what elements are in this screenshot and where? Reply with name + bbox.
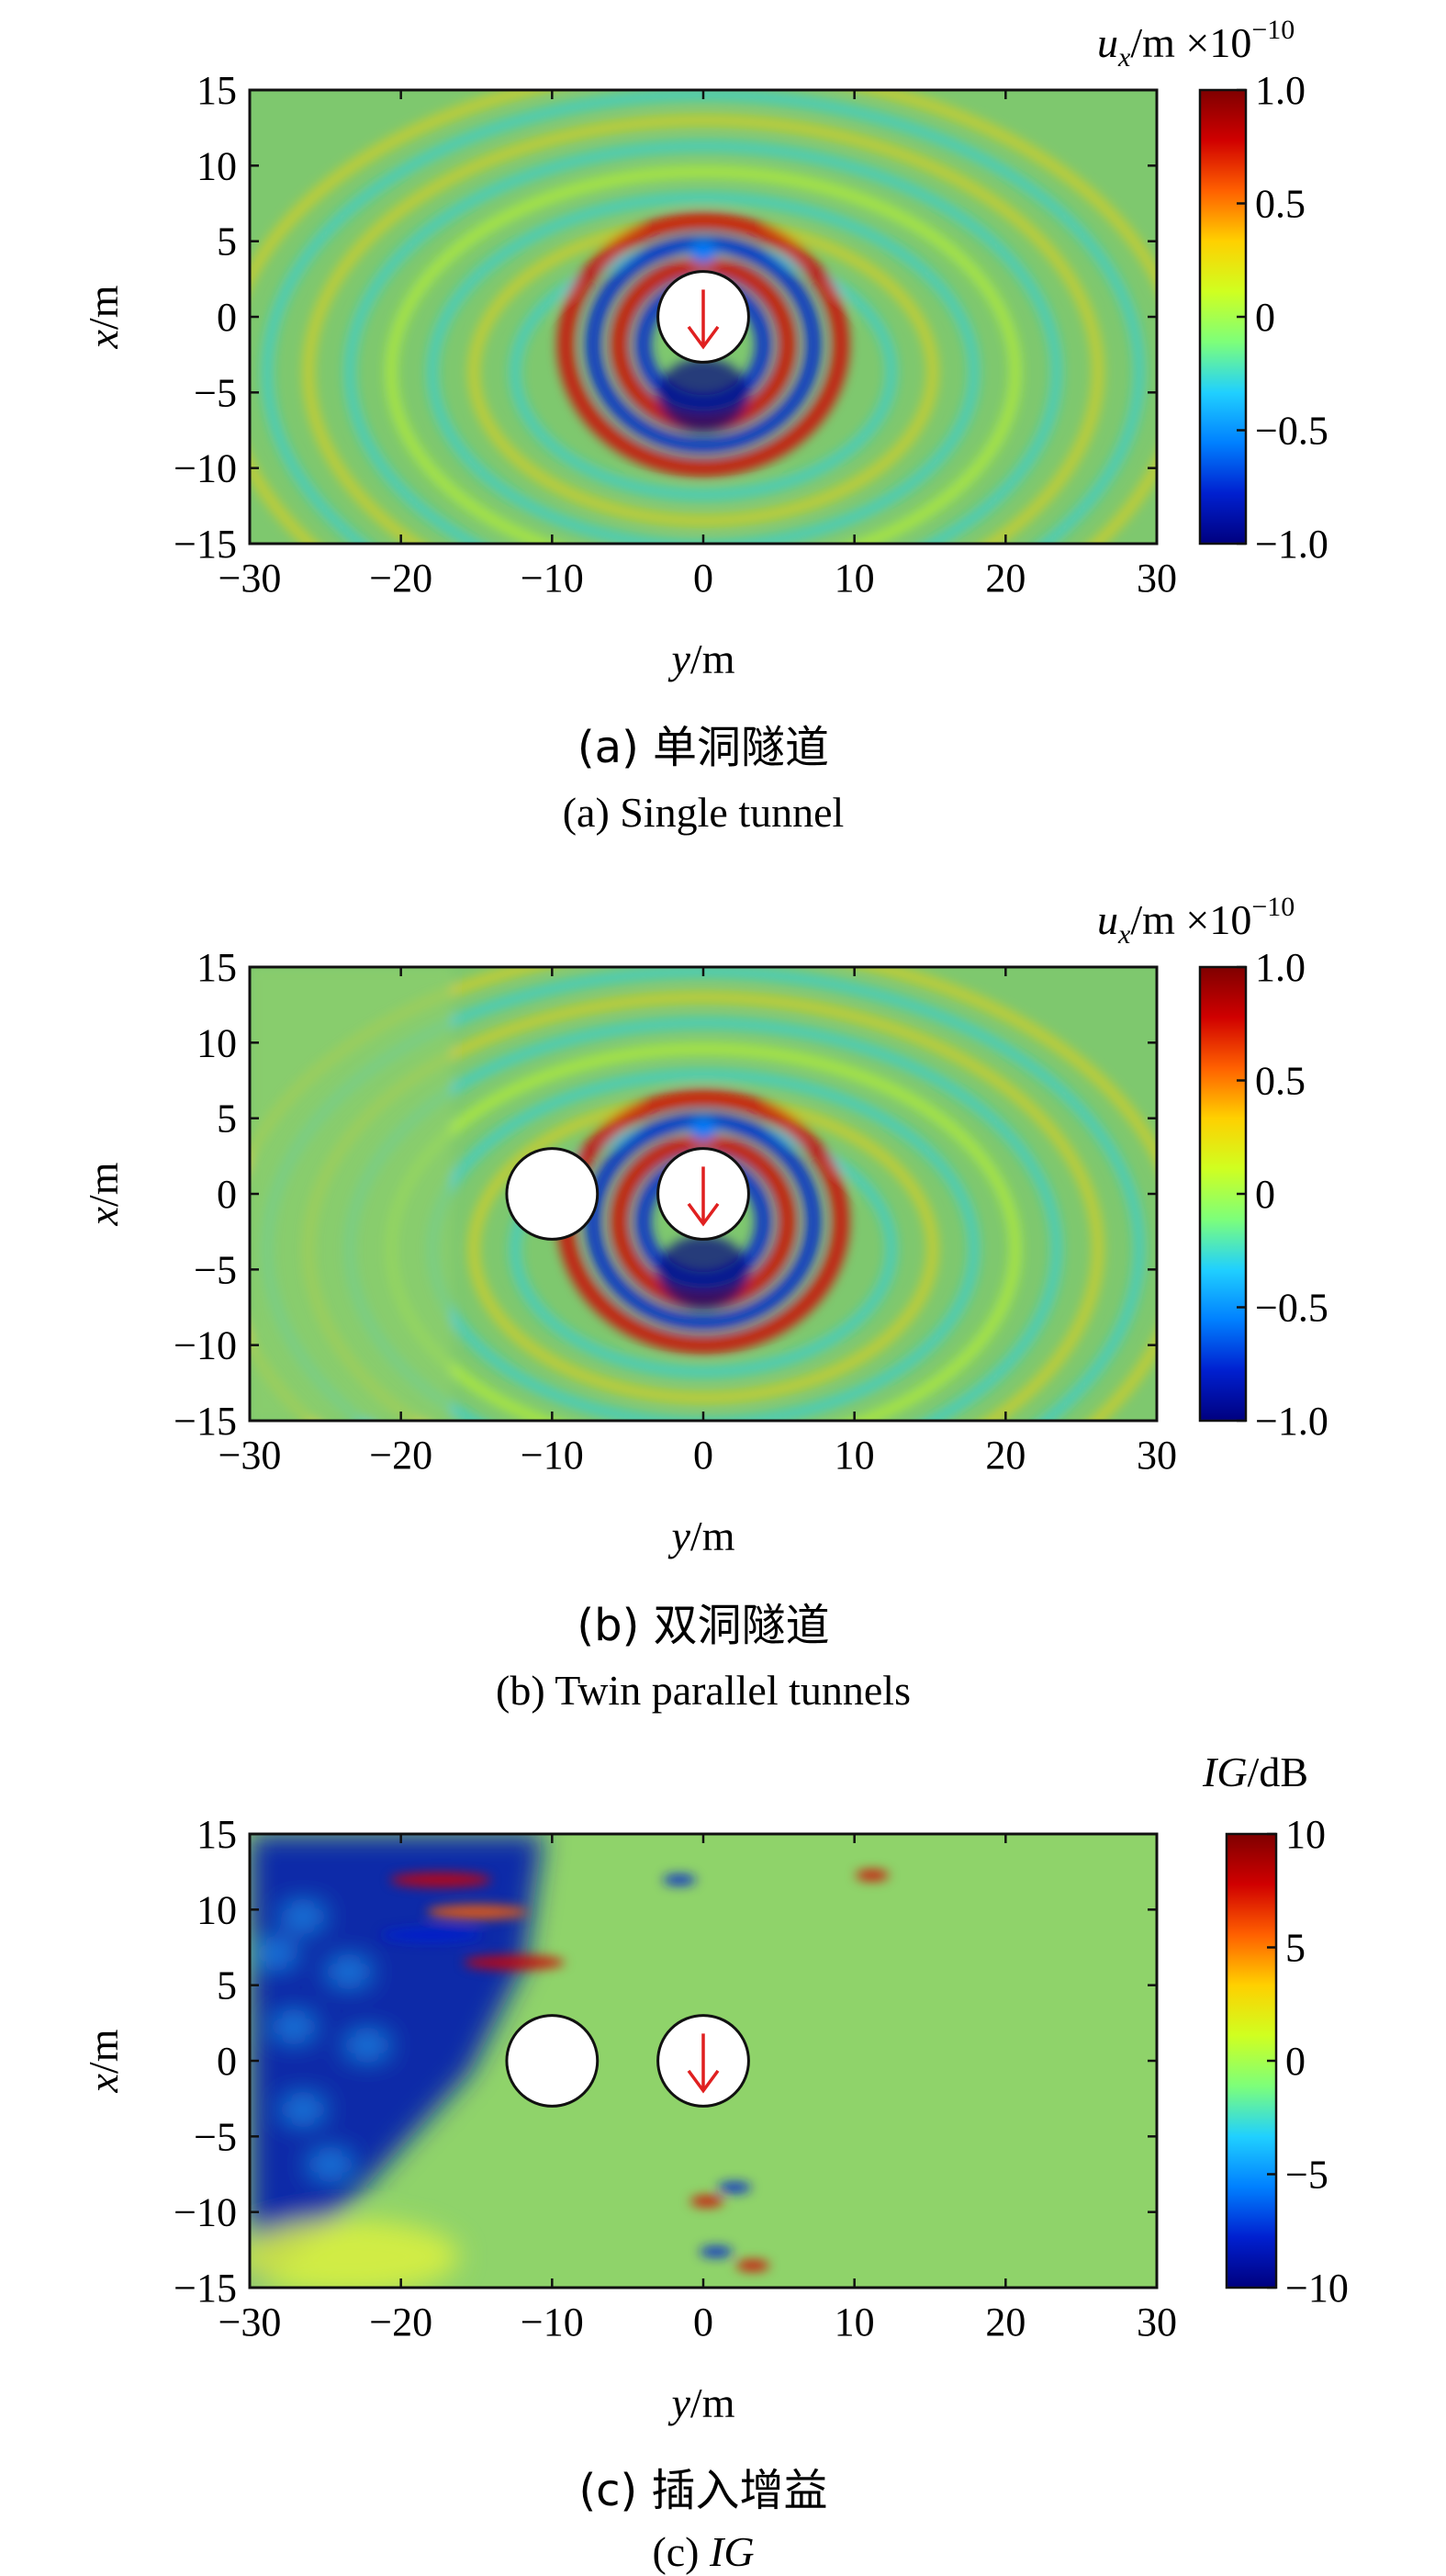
x-tick-label: −10 (521, 2300, 584, 2345)
y-tick-label: −15 (174, 2266, 237, 2311)
y-tick-label: −5 (194, 1247, 237, 1292)
tunnel-circle (505, 2014, 600, 2108)
x-tick-label: −20 (369, 1433, 432, 1478)
colorbar-a: 1.0 0.5 0 −0.5 −1.0 (1198, 68, 1328, 567)
caption-en-a: (a) Single tunnel (563, 789, 845, 836)
colorbar-tick-label: −1.0 (1255, 522, 1328, 567)
x-tick-label: 30 (1137, 556, 1177, 601)
colorbar-tick-label: 1.0 (1255, 68, 1306, 113)
colorbar-tick-label: 10 (1285, 1812, 1326, 1857)
colorbar-label-a: ux/m ×10−10 (1097, 15, 1295, 73)
x-tick-label: 30 (1137, 1433, 1177, 1478)
colorbar-tick-label: 0 (1285, 2039, 1306, 2084)
y-tick-label: 15 (196, 945, 237, 990)
caption-cn-b: (b) 双洞隧道 (577, 1600, 829, 1651)
axis-ticks-a: −30 −20 −10 0 10 20 30 15 10 5 0 −5 −10 −15 (174, 68, 1177, 601)
y-tick-label: 0 (217, 1172, 237, 1217)
x-tick-label: −20 (369, 556, 432, 601)
x-tick-label: −10 (521, 1433, 584, 1478)
caption-en-b: (b) Twin parallel tunnels (496, 1667, 911, 1714)
y-axis-label-c: x/m (80, 2029, 127, 2093)
tunnels-b (505, 1147, 750, 1241)
colorbar-tick-label: 0.5 (1255, 182, 1306, 227)
x-axis-label-a: y/m (668, 636, 735, 682)
load-arrowhead (687, 2069, 720, 2094)
y-tick-label: −10 (174, 2190, 237, 2235)
x-tick-label: 0 (693, 1433, 713, 1478)
y-tick-label: −5 (194, 370, 237, 415)
wave-rings-a (250, 90, 1157, 544)
x-tick-label: 20 (985, 556, 1026, 601)
wave-rings-b (250, 967, 1157, 1421)
panel-c: −30 −20 −10 0 10 20 30 15 10 5 0 −5 −10 −15 10 5 0 −5 −10… (80, 1749, 1349, 2575)
x-tick-label: 10 (835, 1433, 875, 1478)
x-tick-label: 10 (835, 556, 875, 601)
y-tick-label: −15 (174, 522, 237, 567)
y-tick-label: 10 (196, 143, 237, 188)
x-tick-label: −30 (219, 556, 282, 601)
x-tick-label: 30 (1137, 2300, 1177, 2345)
tunnels-a (656, 270, 750, 364)
tunnel-circle (505, 1147, 600, 1241)
colorbar-c: 10 5 0 −5 −10 (1225, 1812, 1349, 2311)
y-tick-label: 15 (196, 68, 237, 113)
x-tick-label: 20 (985, 2300, 1026, 2345)
y-tick-label: 0 (217, 2039, 237, 2084)
x-tick-label: −30 (219, 2300, 282, 2345)
panel-a: −30 −20 −10 0 10 20 30 15 10 5 0 −5 −10 −15 1.0 0.5 0 −0… (80, 15, 1328, 836)
colorbar-tick-label: 1.0 (1255, 945, 1306, 990)
y-tick-label: 5 (217, 219, 237, 264)
x-tick-label: −20 (369, 2300, 432, 2345)
colorbar-tick-label: −0.5 (1255, 1286, 1328, 1331)
heatmap-a (250, 90, 1157, 544)
colorbar-tick-label: −1.0 (1255, 1399, 1328, 1444)
load-arrowhead (687, 325, 720, 350)
insertion-gain-field (250, 1834, 889, 2288)
y-tick-label: 0 (217, 295, 237, 340)
colorbar-tick-label: 0 (1255, 295, 1275, 340)
caption-cn-a: (a) 单洞隧道 (577, 722, 829, 773)
tunnels-c (505, 2014, 750, 2108)
y-axis-label-a: x/m (80, 285, 127, 349)
y-tick-label: 5 (217, 1963, 237, 2008)
y-tick-label: 15 (196, 1812, 237, 1857)
panel-b: −30 −20 −10 0 10 20 30 15 10 5 0 −5 −10 −15 1.0 0.5 0 −0… (80, 892, 1328, 1714)
axis-ticks-c: −30 −20 −10 0 10 20 30 15 10 5 0 −5 −10 −15 (174, 1812, 1177, 2345)
x-axis-label-c: y/m (668, 2379, 735, 2426)
x-axis-label-b: y/m (668, 1513, 735, 1559)
x-tick-label: −10 (521, 556, 584, 601)
y-tick-label: 10 (196, 1020, 237, 1065)
colorbar-label-b: ux/m ×10−10 (1097, 892, 1295, 950)
x-tick-label: 10 (835, 2300, 875, 2345)
colorbar-tick-label: −10 (1285, 2266, 1349, 2311)
x-tick-label: −30 (219, 1433, 282, 1478)
colorbar-tick-label: 0 (1255, 1172, 1275, 1217)
y-tick-label: −5 (194, 2114, 237, 2159)
y-tick-label: 10 (196, 1887, 237, 1932)
colorbar-label-c: IG/dB (1202, 1749, 1308, 1795)
x-tick-label: 0 (693, 2300, 713, 2345)
y-tick-label: −10 (174, 446, 237, 491)
axis-ticks-b: −30 −20 −10 0 10 20 30 15 10 5 0 −5 −10 −15 (174, 945, 1177, 1478)
y-tick-label: −10 (174, 1323, 237, 1368)
y-tick-label: −15 (174, 1399, 237, 1444)
y-tick-label: 5 (217, 1097, 237, 1142)
x-tick-label: 20 (985, 1433, 1026, 1478)
x-tick-label: 0 (693, 556, 713, 601)
colorbar-tick-label: −5 (1285, 2153, 1328, 2198)
heatmap-b (250, 967, 1157, 1421)
y-axis-label-b: x/m (80, 1162, 127, 1226)
caption-en-c: (c) IG (652, 2528, 754, 2575)
colorbar-tick-label: 0.5 (1255, 1059, 1306, 1104)
caption-cn-c: (c) 插入增益 (578, 2465, 827, 2516)
colorbar-tick-label: 5 (1285, 1926, 1306, 1971)
colorbar-tick-label: −0.5 (1255, 409, 1328, 454)
colorbar-b: 1.0 0.5 0 −0.5 −1.0 (1198, 945, 1328, 1444)
load-arrowhead (687, 1202, 720, 1227)
